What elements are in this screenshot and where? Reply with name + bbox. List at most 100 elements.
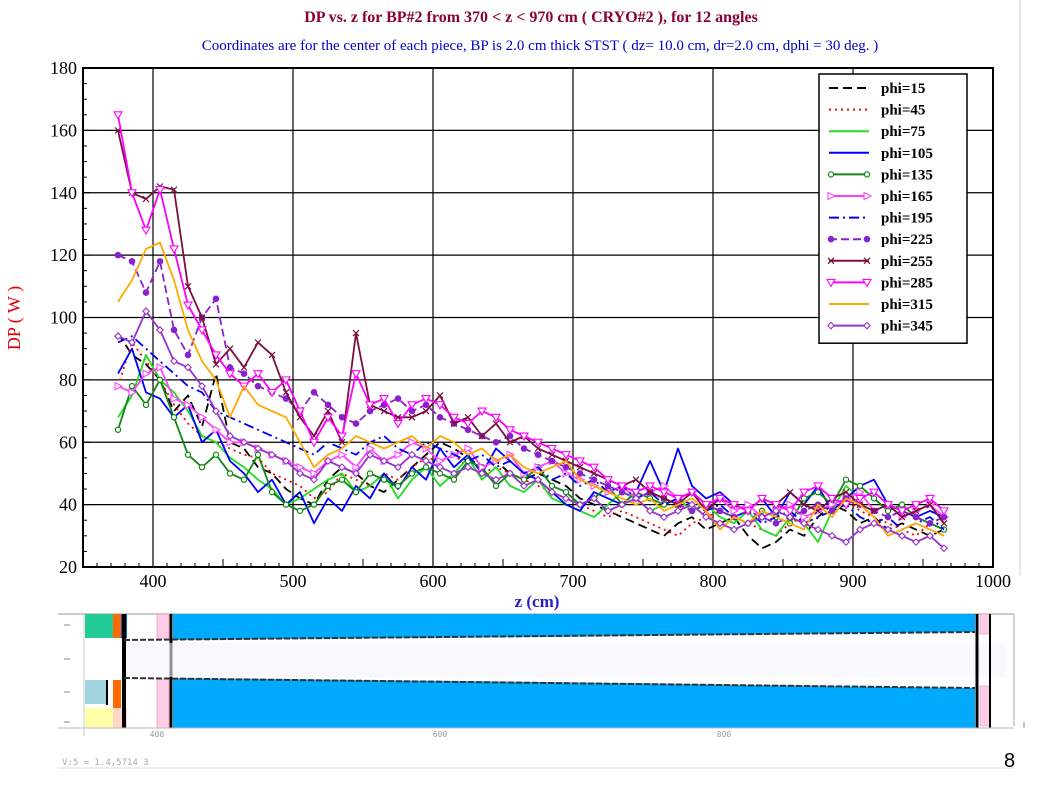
series-phi-255 bbox=[114, 126, 948, 527]
data-point bbox=[828, 507, 836, 515]
data-point bbox=[842, 488, 850, 496]
series-line bbox=[117, 130, 945, 524]
yellow-block-bottom bbox=[85, 708, 113, 728]
data-point bbox=[156, 376, 164, 384]
data-point bbox=[240, 438, 248, 447]
data-point bbox=[282, 501, 290, 508]
data-point bbox=[254, 382, 262, 390]
data-point bbox=[156, 258, 164, 265]
data-point bbox=[856, 525, 864, 534]
data-point bbox=[310, 501, 318, 508]
data-point bbox=[673, 494, 683, 504]
data-point bbox=[408, 437, 418, 447]
data-point bbox=[701, 501, 711, 510]
data-point bbox=[142, 195, 150, 203]
data-point bbox=[743, 507, 753, 516]
data-point bbox=[940, 519, 948, 527]
data-point bbox=[744, 500, 754, 510]
legend-label: phi=195 bbox=[881, 211, 933, 227]
data-point bbox=[925, 494, 935, 504]
data-point bbox=[533, 438, 543, 448]
data-point bbox=[771, 501, 781, 510]
data-point bbox=[575, 457, 585, 467]
data-point bbox=[309, 438, 319, 448]
blue-region-bottom bbox=[173, 678, 975, 728]
data-point bbox=[394, 463, 402, 472]
data-point bbox=[827, 494, 837, 504]
data-point bbox=[212, 451, 220, 458]
data-point bbox=[268, 450, 276, 459]
data-point bbox=[282, 456, 290, 465]
data-point bbox=[870, 519, 878, 528]
data-point bbox=[240, 476, 248, 483]
data-point bbox=[240, 370, 248, 377]
data-point bbox=[408, 413, 416, 421]
data-point bbox=[366, 444, 376, 453]
data-point bbox=[870, 507, 878, 515]
data-point bbox=[296, 462, 306, 472]
data-point bbox=[310, 475, 318, 484]
data-point bbox=[855, 494, 865, 504]
data-point bbox=[365, 401, 375, 410]
data-point bbox=[785, 507, 795, 516]
data-point bbox=[449, 413, 459, 423]
data-point bbox=[184, 282, 192, 290]
x-tick-label: 700 bbox=[560, 571, 587, 591]
series-phi-345 bbox=[114, 307, 948, 553]
data-point bbox=[240, 363, 248, 371]
y-tick-label: 180 bbox=[50, 58, 77, 78]
data-point bbox=[688, 507, 696, 515]
data-point bbox=[450, 420, 458, 427]
data-point bbox=[184, 351, 192, 359]
data-point bbox=[436, 392, 444, 399]
data-point bbox=[421, 395, 431, 404]
data-point bbox=[856, 487, 866, 497]
data-point bbox=[408, 470, 416, 477]
data-point bbox=[464, 413, 472, 421]
legend-label: phi=225 bbox=[881, 232, 933, 248]
y-tick-label: 60 bbox=[59, 432, 77, 452]
data-point bbox=[506, 469, 514, 478]
data-point bbox=[198, 464, 206, 471]
data-point bbox=[772, 506, 780, 515]
data-point bbox=[170, 357, 178, 366]
data-point bbox=[926, 520, 934, 527]
data-point bbox=[464, 463, 472, 472]
data-point bbox=[268, 488, 276, 496]
data-point bbox=[786, 513, 794, 522]
data-point bbox=[267, 388, 277, 398]
data-point bbox=[478, 469, 486, 478]
data-point bbox=[561, 451, 571, 460]
strip-side-ticks bbox=[64, 624, 1025, 728]
pipe-wall-bottom bbox=[123, 677, 976, 689]
data-point bbox=[757, 494, 767, 504]
legend-label: phi=345 bbox=[881, 319, 933, 335]
data-point bbox=[338, 414, 346, 421]
data-point bbox=[534, 451, 542, 459]
data-point bbox=[898, 501, 906, 508]
data-point bbox=[827, 257, 835, 265]
legend-label: phi=285 bbox=[881, 275, 933, 291]
data-point bbox=[548, 457, 556, 465]
data-point bbox=[142, 369, 152, 379]
data-point bbox=[576, 470, 584, 477]
data-point bbox=[142, 307, 150, 316]
data-point bbox=[534, 475, 542, 484]
data-point bbox=[352, 462, 362, 472]
data-point bbox=[281, 376, 291, 385]
data-point bbox=[744, 519, 752, 528]
chart-title: DP vs. z for BP#2 from 370 < z < 970 cm … bbox=[304, 9, 758, 26]
data-point bbox=[352, 329, 360, 337]
chart: DP vs. z for BP#2 from 370 < z < 970 cm … bbox=[4, 9, 1011, 611]
legend-label: phi=315 bbox=[881, 297, 933, 313]
data-point bbox=[338, 463, 346, 472]
x-axis-label: z (cm) bbox=[515, 592, 560, 611]
data-point bbox=[268, 351, 276, 359]
data-point bbox=[800, 519, 808, 528]
data-point bbox=[114, 251, 122, 259]
data-point bbox=[394, 482, 402, 490]
data-point bbox=[114, 426, 122, 433]
legend-label: phi=45 bbox=[881, 103, 925, 119]
data-point bbox=[323, 413, 333, 423]
data-point bbox=[604, 506, 612, 515]
